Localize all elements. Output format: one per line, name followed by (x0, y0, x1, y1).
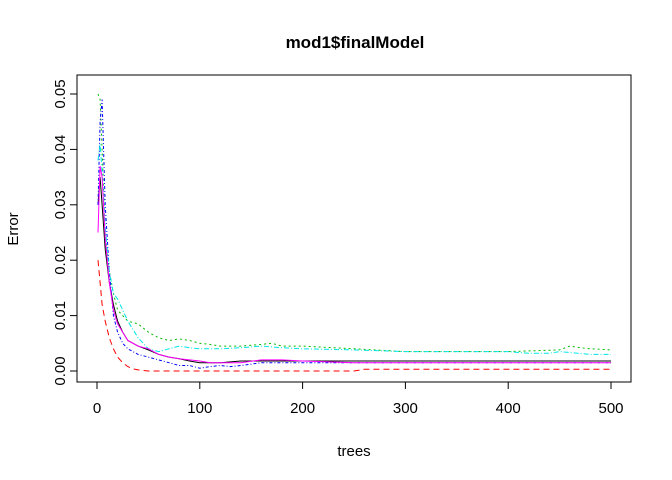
x-tick-label: 100 (187, 400, 212, 417)
error-series-5 (97, 143, 611, 355)
error-series-6 (97, 165, 611, 364)
y-tick-label: 0.02 (52, 246, 69, 275)
chart-title: mod1$finalModel (286, 33, 425, 52)
plot-frame (76, 74, 632, 383)
y-axis: 0.00 0.01 0.02 0.03 0.04 0.05 (52, 79, 78, 386)
x-tick-label: 0 (93, 400, 101, 417)
x-tick-label: 200 (290, 400, 315, 417)
x-tick-label: 300 (393, 400, 418, 417)
error-series-2 (97, 260, 611, 372)
error-series-1 (97, 177, 611, 364)
y-tick-label: 0.03 (52, 190, 69, 219)
x-axis-label: trees (337, 443, 370, 460)
x-axis: 0 100 200 300 400 500 (93, 381, 624, 417)
y-axis-label: Error (5, 212, 22, 245)
series-layer (97, 93, 612, 372)
x-tick-label: 400 (496, 400, 521, 417)
y-tick-label: 0.01 (52, 301, 69, 330)
error-series-3 (97, 93, 612, 353)
y-tick-label: 0.04 (52, 135, 69, 164)
x-tick-label: 500 (598, 400, 623, 417)
y-tick-label: 0.00 (52, 356, 69, 385)
error-series-4 (97, 99, 611, 369)
y-tick-label: 0.05 (52, 79, 69, 108)
